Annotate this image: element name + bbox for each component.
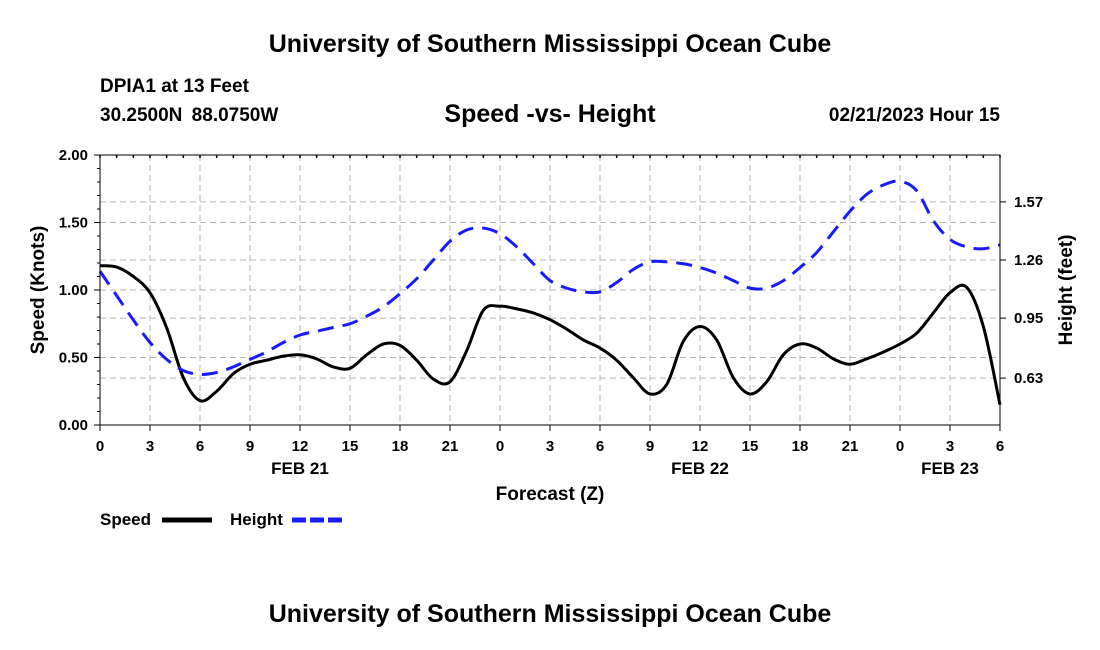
y2-tick-label: 1.26 bbox=[1014, 252, 1043, 269]
x-tick-label: 21 bbox=[842, 438, 859, 455]
x-tick-label: 0 bbox=[96, 438, 104, 455]
series-line-speed bbox=[99, 264, 1002, 406]
x-tick-label: 18 bbox=[392, 438, 409, 455]
x-tick-label: 6 bbox=[596, 438, 604, 455]
station-label: DPIA1 at 13 Feet bbox=[100, 76, 249, 97]
date-label: FEB 22 bbox=[671, 459, 729, 478]
x-tick-label: 15 bbox=[742, 438, 759, 455]
y-tick-label: 0.00 bbox=[59, 417, 88, 434]
legend: Speed Height bbox=[100, 510, 342, 529]
axes: 0 3 6 9 12 15 18 21 0 3 6 9 12 15 18 21 0 3 6 0.00 0.50 1.00 1… bbox=[59, 147, 1043, 478]
legend-height-label: Height bbox=[230, 510, 283, 529]
y2-axis-title: Height (feet) bbox=[1056, 235, 1077, 346]
x-tick-label: 9 bbox=[246, 438, 254, 455]
series-line-height bbox=[98, 179, 1001, 376]
y-tick-label: 1.50 bbox=[59, 215, 88, 232]
x-tick-label: 12 bbox=[292, 438, 309, 455]
x-tick-label: 6 bbox=[996, 438, 1004, 455]
x-tick-label: 3 bbox=[546, 438, 554, 455]
y2-tick-label: 1.57 bbox=[1014, 194, 1043, 211]
main-title: University of Southern Mississippi Ocean… bbox=[268, 30, 832, 58]
x-tick-label: 9 bbox=[646, 438, 654, 455]
y2-tick-label: 0.63 bbox=[1014, 370, 1043, 387]
x-tick-label: 3 bbox=[946, 438, 954, 455]
x-tick-label: 12 bbox=[692, 438, 709, 455]
date-label: FEB 23 bbox=[921, 459, 979, 478]
x-tick-label: 21 bbox=[442, 438, 459, 455]
x-tick-label: 15 bbox=[342, 438, 359, 455]
x-tick-label: 0 bbox=[496, 438, 504, 455]
y-tick-label: 1.00 bbox=[59, 282, 88, 299]
y-axis-title: Speed (Knots) bbox=[28, 226, 49, 355]
y-tick-label: 0.50 bbox=[59, 350, 88, 367]
x-tick-label: 18 bbox=[792, 438, 809, 455]
coordinates-label: 30.2500N 88.0750W bbox=[100, 105, 279, 126]
x-tick-label: 0 bbox=[896, 438, 904, 455]
grid-lines bbox=[100, 155, 1000, 425]
y-tick-label: 2.00 bbox=[59, 147, 88, 164]
forecast-datetime: 02/21/2023 Hour 15 bbox=[828, 105, 1000, 126]
x-tick-label: 3 bbox=[146, 438, 154, 455]
chart-title: Speed -vs- Height bbox=[444, 100, 656, 128]
legend-speed-label: Speed bbox=[100, 510, 151, 529]
series-lines bbox=[98, 179, 1002, 406]
x-tick-label: 6 bbox=[196, 438, 204, 455]
x-axis-title: Forecast (Z) bbox=[496, 484, 605, 505]
y2-tick-label: 0.95 bbox=[1014, 310, 1043, 327]
date-label: FEB 21 bbox=[271, 459, 329, 478]
footer-title: University of Southern Mississippi Ocean… bbox=[268, 600, 832, 628]
